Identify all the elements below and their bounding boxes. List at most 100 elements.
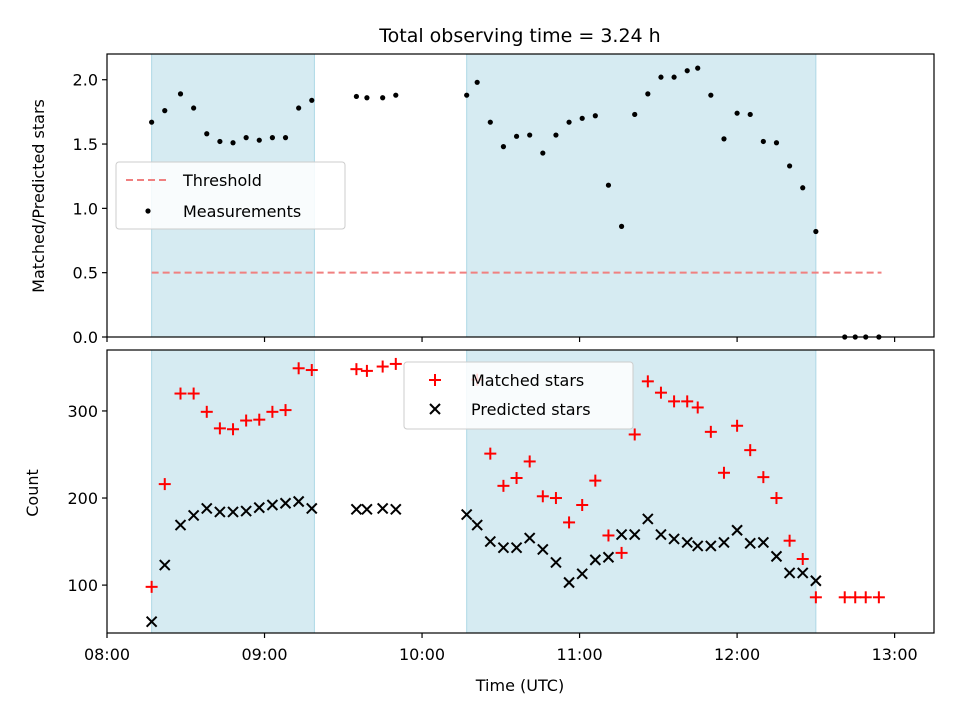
matched-star-marker (484, 447, 497, 460)
predicted-star-markers (145, 495, 822, 628)
measurement-point (813, 228, 819, 235)
predicted-star-marker (731, 524, 743, 536)
y-tick-label: 300 (67, 402, 98, 421)
marker-stroke (350, 503, 363, 516)
x-tick-label: 09:00 (241, 645, 287, 664)
measurement-point (309, 97, 315, 103)
measurement-point (364, 95, 370, 101)
predicted-star-marker (460, 508, 473, 521)
measurement-point (708, 92, 714, 98)
measurement-point (671, 74, 677, 80)
matched-star-marker (360, 364, 373, 377)
bottom-legend-box (403, 361, 634, 430)
measurement-point (204, 131, 210, 137)
predicted-star-marker (187, 509, 200, 522)
x-tick-label: 08:00 (84, 645, 130, 664)
matched-star-marker (266, 405, 279, 418)
marker-stroke (292, 495, 305, 508)
matched-star-marker (576, 498, 589, 511)
measurement-point (513, 133, 520, 139)
measurement-point (282, 135, 289, 141)
matched-star-marker (174, 387, 187, 400)
predicted-star-marker (376, 502, 389, 515)
matched-star-marker (563, 516, 576, 529)
matched-star-marker (240, 414, 253, 427)
x-axis-title: Time (UTC) (475, 676, 564, 695)
x-tick-label: 10:00 (399, 645, 445, 664)
measurement-point (487, 119, 493, 125)
top-y-axis-title: Matched/Predicted stars (29, 99, 48, 293)
marker-stroke (145, 615, 158, 628)
marker-stroke (692, 540, 704, 552)
predicted-star-marker (240, 505, 252, 517)
matched-star-marker (654, 386, 667, 399)
marker-stroke (550, 556, 562, 569)
bottom-x-ticks: 08:00 09:00 10:00 11:00 12:00 13:00 (84, 633, 918, 664)
predicted-star-marker (174, 519, 187, 531)
measurement-point (632, 111, 638, 118)
measurement-point (230, 140, 236, 146)
predicted-star-marker (201, 502, 213, 515)
bottom-axes-frame (106, 349, 935, 634)
y-tick-label: 1.5 (73, 135, 98, 154)
legend-matched-label: Matched stars (471, 371, 584, 390)
predicted-star-marker (214, 506, 226, 518)
measurement-point (605, 182, 612, 188)
y-tick-label: 1.0 (73, 199, 98, 218)
measurement-point (149, 119, 155, 125)
matched-star-marker (389, 357, 402, 370)
top-x-ticks (106, 337, 896, 342)
matched-star-marker (872, 591, 885, 604)
marker-stroke (471, 519, 483, 531)
predicted-star-marker (668, 533, 680, 545)
measurement-point (177, 91, 184, 97)
marker-stroke (187, 509, 200, 522)
matched-star-markers (145, 357, 885, 604)
marker-stroke (783, 567, 796, 579)
matched-star-marker (717, 466, 730, 479)
predicted-star-marker (770, 550, 783, 563)
predicted-star-marker (510, 541, 523, 554)
matched-star-marker (350, 363, 363, 376)
marker-stroke (602, 551, 615, 563)
marker-stroke (497, 541, 510, 554)
measurement-point (734, 110, 740, 116)
predicted-star-marker (810, 575, 822, 587)
predicted-star-marker (550, 556, 562, 569)
measurement-point (217, 138, 223, 145)
predicted-star-marker (602, 551, 615, 563)
measurement-point (269, 135, 275, 141)
matched-star-marker (783, 534, 796, 547)
matched-star-marker (187, 387, 200, 400)
marker-stroke (705, 540, 717, 552)
matched-star-marker (253, 413, 266, 426)
marker-stroke (718, 536, 730, 549)
measurement-point (800, 185, 806, 191)
marker-stroke (655, 528, 667, 541)
predicted-star-marker (628, 528, 641, 541)
marker-stroke (628, 528, 641, 541)
predicted-star-marker (705, 540, 717, 552)
matched-star-marker (145, 580, 158, 593)
predicted-star-marker (306, 502, 318, 515)
measurement-point (296, 105, 302, 111)
predicted-star-marker (361, 503, 373, 516)
measurement-point (721, 136, 727, 142)
predicted-star-marker (576, 568, 588, 580)
predicted-star-marker (563, 576, 575, 589)
marker-stroke (214, 506, 226, 518)
matched-star-marker (200, 405, 213, 418)
predicted-star-marker (266, 499, 279, 511)
matched-star-marker (158, 478, 171, 491)
predicted-star-marker (797, 567, 809, 579)
predicted-star-marker (159, 559, 171, 571)
bottom-panel: 100 200 300 08:00 09:00 10:00 11:00 12:00 13:00… (23, 349, 935, 695)
measurement-point (618, 223, 625, 229)
bottom-legend: Matched stars Predicted stars (403, 361, 634, 430)
top-legend: Threshold Measurements (115, 161, 346, 230)
marker-stroke (681, 536, 693, 549)
matched-star-marker (227, 423, 240, 436)
marker-stroke (576, 568, 588, 580)
legend-predicted-swatch (429, 403, 441, 415)
